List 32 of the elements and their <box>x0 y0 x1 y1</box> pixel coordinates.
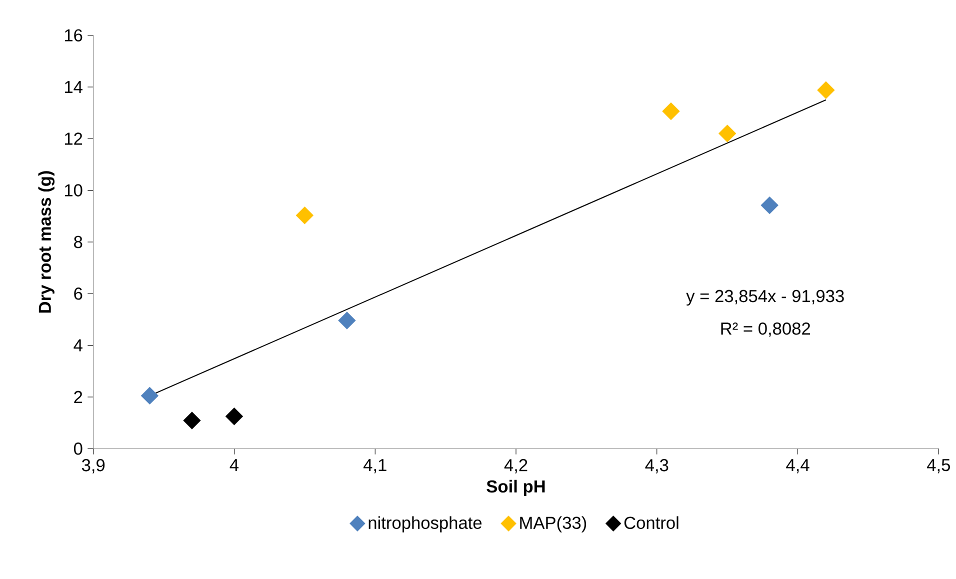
y-tick-label: 2 <box>74 391 82 404</box>
x-tick-label: 4,1 <box>363 459 386 474</box>
y-tick-label: 8 <box>74 236 82 248</box>
x-axis-title: Soil pH <box>486 480 545 496</box>
y-tick-label: 16 <box>64 29 82 42</box>
y-tick-label: 12 <box>64 132 82 145</box>
legend-label: Control <box>624 516 678 530</box>
point <box>225 408 243 426</box>
point <box>338 312 356 330</box>
legend-label: nitrophosphate <box>368 516 482 533</box>
x-tick-label: 4,4 <box>786 459 810 474</box>
point <box>662 102 680 120</box>
y-tick-label: 6 <box>74 288 82 300</box>
x-tick-label: 3,9 <box>82 459 105 474</box>
y-tick-label: 0 <box>74 442 82 455</box>
legend-label: MAP(33) <box>520 516 586 533</box>
x-tick-label: 4,5 <box>927 459 950 474</box>
y-axis-title: Dry root mass (g) <box>38 171 55 313</box>
x-tick-label: 4 <box>230 459 239 472</box>
annotation: y = 23,854x - 91,933 <box>686 290 844 306</box>
x-tick-label: 4,3 <box>645 459 668 474</box>
y-tick-label: 10 <box>64 184 82 197</box>
point <box>140 387 158 405</box>
point <box>718 124 736 142</box>
point <box>296 206 314 224</box>
annotation: R² = 0,8082 <box>721 322 810 337</box>
point <box>817 82 835 100</box>
point <box>183 412 201 430</box>
x-tick-label: 4,2 <box>504 459 528 474</box>
y-tick-label: 4 <box>74 340 82 352</box>
point <box>760 196 778 214</box>
y-tick-label: 14 <box>64 81 82 94</box>
